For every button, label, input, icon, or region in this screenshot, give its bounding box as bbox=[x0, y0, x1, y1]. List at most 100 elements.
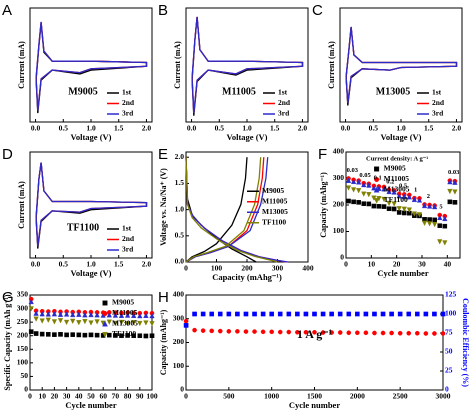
marker bbox=[427, 217, 432, 222]
x-tick-label: 30 bbox=[63, 392, 71, 401]
marker bbox=[442, 240, 448, 246]
annotation: TF1100 bbox=[67, 222, 99, 233]
legend-label: 2nd bbox=[122, 98, 135, 107]
marker bbox=[350, 187, 357, 193]
marker bbox=[391, 206, 397, 212]
panel-letter: E bbox=[158, 146, 168, 163]
marker bbox=[131, 312, 137, 318]
marker bbox=[252, 329, 257, 334]
legend-swatch bbox=[102, 320, 108, 327]
marker bbox=[366, 192, 372, 198]
marker bbox=[389, 330, 394, 336]
marker bbox=[416, 197, 423, 203]
annotation: 1 A g⁻¹ bbox=[297, 327, 333, 341]
marker bbox=[401, 206, 407, 212]
marker bbox=[57, 318, 64, 324]
marker bbox=[381, 196, 387, 203]
marker bbox=[361, 181, 367, 188]
marker bbox=[82, 319, 88, 325]
x-tick-label: 1.0 bbox=[396, 124, 406, 133]
x-axis-label: Capacity (mAhg⁻¹) bbox=[212, 272, 282, 282]
marker bbox=[432, 311, 437, 317]
y-axis-label: Capacity (mAhg⁻¹) bbox=[319, 172, 328, 238]
x-tick-label: 1.5 bbox=[114, 124, 124, 133]
x-tick-label: 20 bbox=[51, 392, 59, 401]
series-line bbox=[35, 162, 148, 247]
marker bbox=[64, 332, 69, 338]
plot-frame bbox=[185, 294, 444, 391]
legend-label: M9005 bbox=[112, 298, 134, 307]
series-line bbox=[35, 21, 148, 111]
marker bbox=[131, 333, 137, 339]
x-tick-label: 1500 bbox=[307, 392, 322, 401]
legend-swatch bbox=[374, 176, 380, 182]
legend-label: TF1100 bbox=[262, 217, 286, 226]
x-tick-label: 0.0 bbox=[187, 124, 197, 133]
marker bbox=[63, 319, 70, 326]
x-tick-label: 1.5 bbox=[270, 124, 280, 133]
legend-swatch bbox=[102, 300, 108, 306]
marker bbox=[88, 311, 94, 318]
marker bbox=[320, 311, 326, 317]
y-tick-label: 150 bbox=[17, 344, 29, 353]
marker bbox=[411, 196, 418, 203]
y-axis-label: Specific Capacity (mAh g⁻¹) bbox=[3, 294, 12, 391]
x-tick-label: 30 bbox=[418, 260, 426, 269]
rate-label: 0.03 bbox=[347, 167, 359, 174]
x-tick-label: 100 bbox=[211, 264, 223, 273]
y-tick-label: 400 bbox=[173, 290, 185, 299]
legend-label: M11005 bbox=[384, 174, 410, 183]
marker bbox=[440, 331, 446, 336]
marker bbox=[386, 206, 392, 212]
y-axis-label: Voltage vs. Na/Na⁺ (V) bbox=[159, 168, 168, 246]
rate-label: 1 bbox=[414, 187, 417, 194]
marker bbox=[76, 311, 82, 317]
marker bbox=[143, 320, 149, 326]
marker bbox=[432, 217, 437, 223]
marker bbox=[372, 311, 377, 317]
marker bbox=[226, 329, 232, 334]
marker bbox=[106, 319, 112, 325]
marker bbox=[396, 193, 402, 199]
x-axis-label: Voltage (V) bbox=[227, 132, 268, 142]
marker bbox=[183, 323, 189, 328]
marker bbox=[149, 333, 155, 339]
x-tick-label: 0 bbox=[28, 392, 32, 401]
marker bbox=[437, 239, 443, 245]
marker bbox=[269, 329, 274, 335]
y-tick-label: 0.5 bbox=[175, 231, 185, 240]
y-tick-label: 300 bbox=[333, 173, 345, 182]
x-tick-label: 2000 bbox=[350, 392, 365, 401]
marker bbox=[356, 179, 362, 185]
legend-label: 1st bbox=[278, 88, 288, 97]
x-tick-label: 40 bbox=[444, 260, 452, 269]
marker bbox=[356, 200, 361, 205]
rate-label: 2 bbox=[427, 193, 430, 200]
marker bbox=[391, 189, 397, 195]
x-tick-label: 2.0 bbox=[298, 124, 308, 133]
marker bbox=[106, 312, 112, 318]
marker bbox=[33, 316, 39, 322]
marker bbox=[391, 201, 397, 207]
marker bbox=[381, 186, 387, 192]
marker bbox=[406, 330, 412, 336]
marker bbox=[432, 222, 438, 228]
rate-label: 0.5 bbox=[399, 182, 408, 189]
x-tick-label: 1.0 bbox=[242, 124, 252, 133]
marker bbox=[51, 319, 58, 325]
marker bbox=[363, 330, 369, 336]
panel-letter: A bbox=[2, 2, 12, 19]
marker bbox=[52, 332, 57, 337]
y-tick-label: 200 bbox=[173, 337, 185, 346]
legend-label: M9005 bbox=[262, 186, 284, 195]
rate-label: 0.2 bbox=[386, 178, 394, 185]
marker bbox=[411, 211, 418, 217]
x-axis-label: Voltage (V) bbox=[71, 132, 112, 142]
marker bbox=[421, 220, 428, 226]
x-tick-label: 1.0 bbox=[86, 260, 96, 269]
y-tick-label: 100 bbox=[333, 226, 345, 235]
marker bbox=[386, 188, 392, 195]
marker bbox=[125, 333, 130, 338]
x-tick-label: 50 bbox=[87, 392, 95, 401]
marker bbox=[277, 311, 283, 317]
